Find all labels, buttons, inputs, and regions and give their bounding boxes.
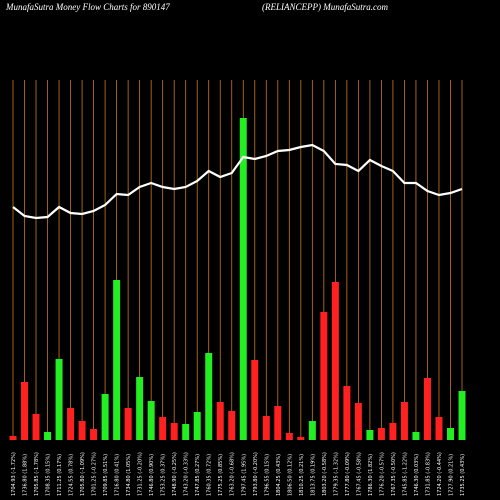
bar xyxy=(159,417,167,440)
x-tick-label: 1797.45 (1.95%) xyxy=(241,454,247,496)
chart-subtitle: (RELIANCEPP) MunafaSutra.com xyxy=(262,2,388,12)
bar xyxy=(389,423,397,440)
x-tick-label: 1796.55 (0.15%) xyxy=(264,454,270,496)
bar xyxy=(78,421,86,440)
x-tick-label: 1813.75 (0.19%) xyxy=(310,454,316,496)
bar xyxy=(320,312,328,440)
bar xyxy=(274,406,282,440)
x-tick-label: 1786.30 (1.82%) xyxy=(368,454,374,496)
bar xyxy=(32,414,40,440)
x-tick-label: 1709.85 (0.51%) xyxy=(103,454,109,496)
bar xyxy=(412,432,420,440)
x-tick-label: 1793.80 (-0.20%) xyxy=(253,452,259,496)
x-tick-label: 1753.25 (0.37%) xyxy=(161,454,167,496)
x-tick-label: 1806.50 (0.12%) xyxy=(287,454,293,496)
x-tick-label: 1779.35 (-1.32%) xyxy=(333,452,339,496)
x-tick-label: 1776.20 (-0.57%) xyxy=(379,452,385,496)
bar xyxy=(400,402,408,440)
bar xyxy=(331,282,339,440)
bar xyxy=(239,118,247,440)
x-tick-label: 1767.45 (-0.58%) xyxy=(356,452,362,496)
price-line xyxy=(12,143,463,220)
bar xyxy=(124,408,132,440)
bar xyxy=(67,408,75,440)
x-tick-label: 1711.25 (0.17%) xyxy=(57,454,63,496)
x-tick-label: 1716.80 (0.41%) xyxy=(115,454,121,496)
x-tick-label: 1724.55 (0.78%) xyxy=(69,454,75,496)
x-tick-label: 1701.25 (-0.27%) xyxy=(92,452,98,496)
x-tick-label: 1734.80 (1.05%) xyxy=(126,454,132,496)
bar xyxy=(343,386,351,440)
x-tick-label: 1745.85 (-1.22%) xyxy=(402,452,408,496)
bar xyxy=(193,412,201,440)
bar xyxy=(366,430,374,440)
bar xyxy=(182,424,190,440)
x-tick-label: 1760.35 (0.72%) xyxy=(207,454,213,496)
bar xyxy=(423,378,431,440)
x-tick-label: 1810.25 (0.21%) xyxy=(299,454,305,496)
x-tick-label: 1704.93 (-1.72%) xyxy=(11,452,17,496)
bar xyxy=(446,428,454,440)
bar xyxy=(377,428,385,440)
bar xyxy=(435,417,443,440)
bar xyxy=(458,391,466,440)
bar xyxy=(113,280,121,440)
bar xyxy=(170,423,178,440)
x-tick-label: 1803.20 (-0.58%) xyxy=(322,452,328,496)
x-tick-label: 1743.20 (-0.33%) xyxy=(184,452,190,496)
bar xyxy=(354,403,362,440)
bar xyxy=(44,432,52,440)
bar xyxy=(297,437,305,440)
bar xyxy=(90,429,98,440)
bar xyxy=(136,377,144,440)
x-tick-label: 1735.25 (0.43%) xyxy=(460,454,466,496)
x-tick-label: 1747.85 (0.27%) xyxy=(195,454,201,496)
bar xyxy=(101,394,109,440)
x-tick-label: 1705.80 (-1.09%) xyxy=(80,452,86,496)
bar xyxy=(9,436,17,440)
bar xyxy=(205,353,213,440)
x-tick-label: 1736.80 (1.88%) xyxy=(23,454,29,496)
bar xyxy=(55,359,63,440)
chart-title: MunafaSutra Money Flow Charts for 890147 xyxy=(5,2,170,12)
x-tick-label: 1767.35 (-0.50%) xyxy=(391,452,397,496)
x-tick-label: 1763.20 (-0.68%) xyxy=(230,452,236,496)
bar xyxy=(228,411,236,440)
x-tick-label: 1731.25 (-0.20%) xyxy=(138,452,144,496)
bar xyxy=(308,421,316,440)
x-tick-label: 1777.80 (-0.09%) xyxy=(345,452,351,496)
bar xyxy=(251,360,259,440)
x-tick-label: 1731.85 (-0.83%) xyxy=(425,452,431,496)
x-tick-label: 1746.80 (0.90%) xyxy=(149,454,155,496)
bar xyxy=(285,433,293,440)
x-tick-label: 1804.25 (0.43%) xyxy=(276,454,282,496)
bar xyxy=(21,382,29,440)
x-tick-label: 1727.90 (0.21%) xyxy=(448,454,454,496)
bar xyxy=(147,401,155,440)
x-tick-label: 1724.20 (-0.44%) xyxy=(437,452,443,496)
x-tick-label: 1748.90 (-0.25%) xyxy=(172,452,178,496)
bar xyxy=(216,402,224,440)
bar xyxy=(262,416,270,440)
x-tick-label: 1775.25 (0.85%) xyxy=(218,454,224,496)
x-tick-label: 1746.30 (0.03%) xyxy=(414,454,420,496)
x-tick-label: 1708.35 (0.15%) xyxy=(46,454,52,496)
x-tick-label: 1705.85 (-1.78%) xyxy=(34,452,40,496)
